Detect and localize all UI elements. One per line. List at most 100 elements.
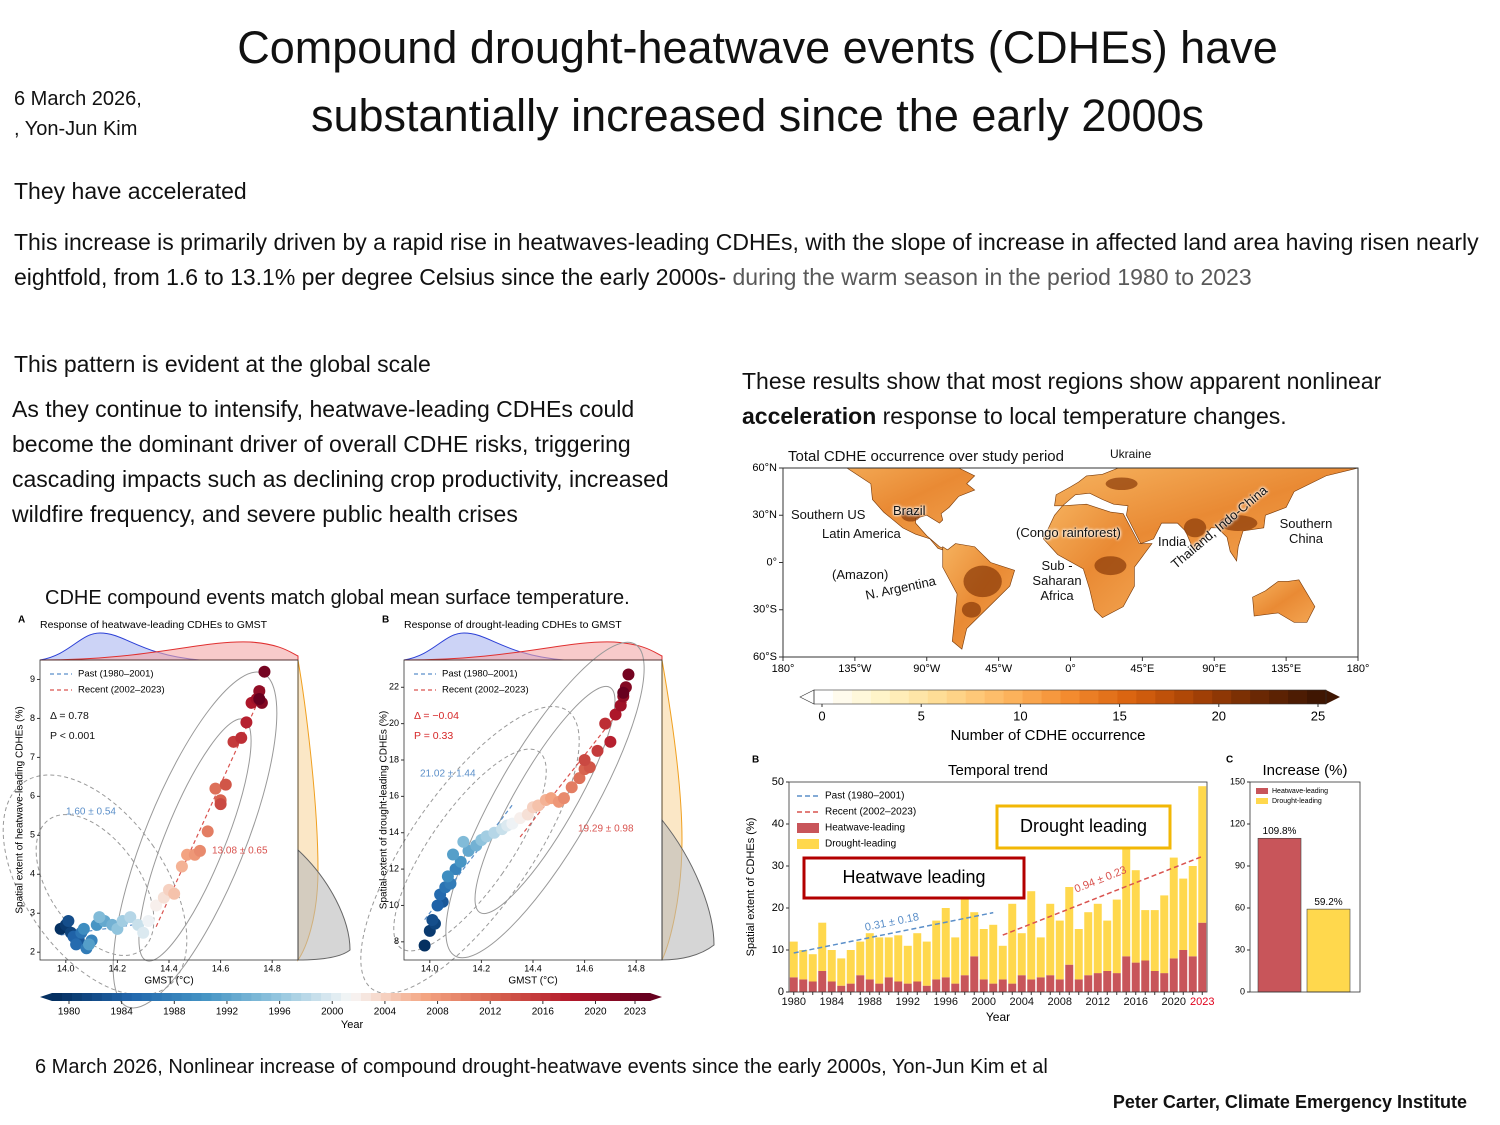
point: [175, 860, 188, 873]
lat-tick-label: 30°S: [753, 604, 777, 616]
x-tick-label: 14.6: [212, 963, 230, 973]
stat-label: P < 0.001: [50, 730, 95, 742]
bar-segment: [846, 950, 855, 984]
legend-label: Heatwave-leading: [825, 823, 905, 834]
colorbar-cell: [111, 993, 123, 1001]
bar-segment: [1008, 983, 1017, 992]
stat-label: Δ = 0.78: [50, 710, 89, 722]
point: [240, 716, 253, 729]
x-tick-label: 14.0: [57, 963, 75, 973]
panel-letter: B: [382, 615, 389, 626]
fit-label: 0.94 ± 0.23: [1073, 864, 1129, 895]
legend-swatch: [797, 839, 819, 849]
colorbar-cell: [1041, 690, 1062, 704]
legend-label: Recent (2002–2023): [825, 807, 916, 818]
y-tick-label: 20: [772, 902, 784, 914]
y-tick-label: 10: [389, 900, 399, 910]
fit-line: [519, 699, 629, 838]
chart-title: Response of heatwave-leading CDHEs to GM…: [40, 619, 268, 631]
bar-segment: [1188, 956, 1197, 992]
map-label: Latin America: [822, 526, 901, 541]
colorbar-cell: [1098, 690, 1118, 704]
bar-segment: [979, 979, 988, 992]
bar-segment: [827, 981, 836, 992]
x-tick-label: 14.6: [576, 963, 594, 973]
bar-segment: [789, 977, 798, 992]
lon-tick-label: 90°W: [913, 663, 941, 675]
paragraph: This pattern is evident at the global sc…: [14, 351, 431, 377]
bar-segment: [1188, 866, 1197, 957]
map-label: (Amazon): [832, 567, 889, 582]
bar-segment: [856, 975, 865, 992]
panel-letter: B: [752, 755, 759, 766]
colorbar-cell: [321, 993, 332, 1001]
bar-segment: [1065, 887, 1074, 965]
callout-text: Drought leading: [1020, 816, 1147, 836]
x-tick-label: 14.0: [421, 963, 439, 973]
colorbar-end: [799, 689, 815, 705]
title: Compound drought-heatwave events (CDHEs)…: [150, 14, 1365, 150]
x-tick-label: 1980: [782, 996, 806, 1008]
y-tick-label: 7: [30, 752, 35, 762]
y-tick-label: 4: [30, 869, 35, 879]
colorbar-cell: [311, 993, 322, 1001]
bar-segment: [1103, 971, 1112, 992]
point: [557, 792, 570, 805]
bar-segment: [1017, 933, 1026, 976]
bar-segment: [1141, 960, 1150, 992]
colorbar-cell: [301, 993, 312, 1001]
x-tick-label: 14.4: [160, 963, 178, 973]
bar-segment: [865, 979, 874, 992]
bar-segment: [932, 920, 941, 980]
point: [124, 911, 137, 924]
colorbar-cell: [832, 690, 853, 704]
point: [591, 744, 604, 757]
legend-label: Recent (2002–2023): [442, 685, 529, 696]
lat-tick-label: 60°N: [752, 462, 777, 474]
bar-segment: [960, 975, 969, 992]
colorbar-cell: [1060, 690, 1080, 704]
colorbar-cell: [550, 993, 561, 1001]
fit-line: [793, 911, 994, 954]
y-tick-label: 6: [30, 791, 35, 801]
colorbar-cell: [1117, 690, 1137, 704]
colorbar-cell: [171, 993, 183, 1001]
y-tick-label: 3: [30, 908, 35, 918]
map-label: Ukraine: [1110, 447, 1152, 461]
colorbar-cell: [231, 993, 242, 1001]
caption: CDHE compound events match global mean s…: [45, 587, 630, 609]
bar-segment: [932, 979, 941, 992]
y-tick-label: 12: [389, 863, 399, 873]
panel-letter: C: [1226, 755, 1233, 766]
bar-segment: [875, 937, 884, 984]
y-tick-label: 2: [30, 947, 35, 957]
colorbar-tick-label: 25: [1311, 708, 1325, 723]
colorbar-cell: [161, 993, 173, 1001]
colorbar-cell: [889, 690, 910, 704]
bar-segment: [1084, 912, 1093, 976]
colorbar-cell: [181, 993, 193, 1001]
colorbar-cell: [360, 993, 372, 1001]
y-tick-label: 0: [778, 986, 784, 998]
plot-frame: [1249, 781, 1361, 993]
colorbar-cell: [351, 993, 362, 1001]
colorbar-tick-label: 20: [1212, 708, 1226, 723]
colorbar-cell: [500, 993, 511, 1001]
colorbar-cell: [520, 993, 531, 1001]
x-tick-label: 2012: [1086, 996, 1110, 1008]
callout-text: Heatwave leading: [842, 867, 985, 887]
legend-label: Past (1980–2001): [442, 669, 518, 680]
bar-segment: [960, 857, 969, 976]
colorbar-end: [1326, 690, 1340, 704]
colorbar-tick-label: 1984: [111, 1007, 134, 1018]
bar-segment: [837, 985, 846, 992]
colorbar-cell: [241, 993, 252, 1001]
y-tick-label: 150: [1230, 776, 1245, 786]
bar: [1257, 837, 1302, 993]
y-tick-label: 8: [394, 936, 399, 946]
colorbar-cell: [510, 993, 521, 1001]
colorbar-cell: [1155, 690, 1175, 704]
lon-tick-label: 180°: [1347, 663, 1370, 675]
point: [609, 708, 622, 721]
lon-tick-label: 45°W: [985, 663, 1013, 675]
